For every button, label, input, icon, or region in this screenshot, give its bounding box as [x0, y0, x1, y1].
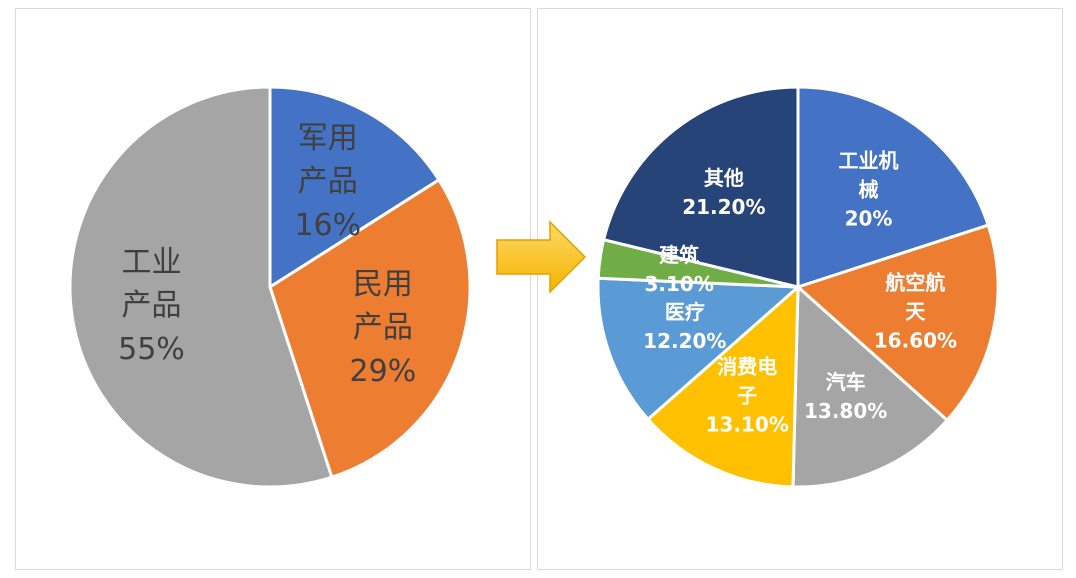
value-label: 16% [294, 207, 362, 243]
category-label: 工业产品 [121, 244, 182, 324]
pie-slice [601, 85, 800, 289]
value-label: 13.10% [705, 412, 789, 437]
category-label: 军用产品 [297, 120, 358, 200]
arrow [496, 220, 587, 294]
pie-slice [645, 283, 800, 489]
pie-slice [795, 223, 1000, 423]
slice-label: 工业产品 55% [118, 241, 185, 372]
pie-slice [268, 85, 441, 290]
slice-label: 消费电子 13.10% [706, 352, 789, 439]
slice-label: 航空航天 16.60% [874, 268, 957, 355]
pie-slice [68, 85, 334, 489]
value-label: 21.20% [682, 194, 766, 219]
category-label: 建筑 [659, 243, 700, 268]
category-label: 医疗 [664, 299, 705, 324]
category-label: 工业机械 [838, 148, 899, 202]
value-label: 20% [844, 206, 893, 231]
slice-label: 工业机械 20% [836, 146, 902, 233]
slice-label: 医疗 12.20% [643, 298, 726, 356]
pie-slice [796, 85, 991, 290]
pie-slice [268, 177, 472, 480]
value-label: 3.10% [644, 272, 714, 297]
slice-label: 军用产品 16% [294, 117, 361, 248]
value-label: 12.20% [643, 328, 727, 353]
slice-label: 民用产品 29% [350, 262, 417, 393]
slice-label: 其他 21.20% [682, 164, 765, 222]
value-label: 13.80% [804, 399, 888, 424]
category-label: 航空航天 [885, 270, 946, 324]
slice-label: 汽车 13.80% [804, 368, 887, 426]
slice-label: 建筑 3.10% [644, 241, 713, 299]
category-label: 消费电子 [717, 354, 778, 408]
value-label: 55% [118, 331, 185, 367]
category-label: 其他 [703, 165, 744, 190]
value-label: 16.60% [873, 328, 958, 353]
pie-slice [596, 276, 802, 422]
value-label: 29% [349, 353, 417, 389]
category-label: 民用产品 [352, 266, 413, 345]
pie-slice [791, 283, 950, 489]
category-label: 汽车 [825, 370, 866, 395]
